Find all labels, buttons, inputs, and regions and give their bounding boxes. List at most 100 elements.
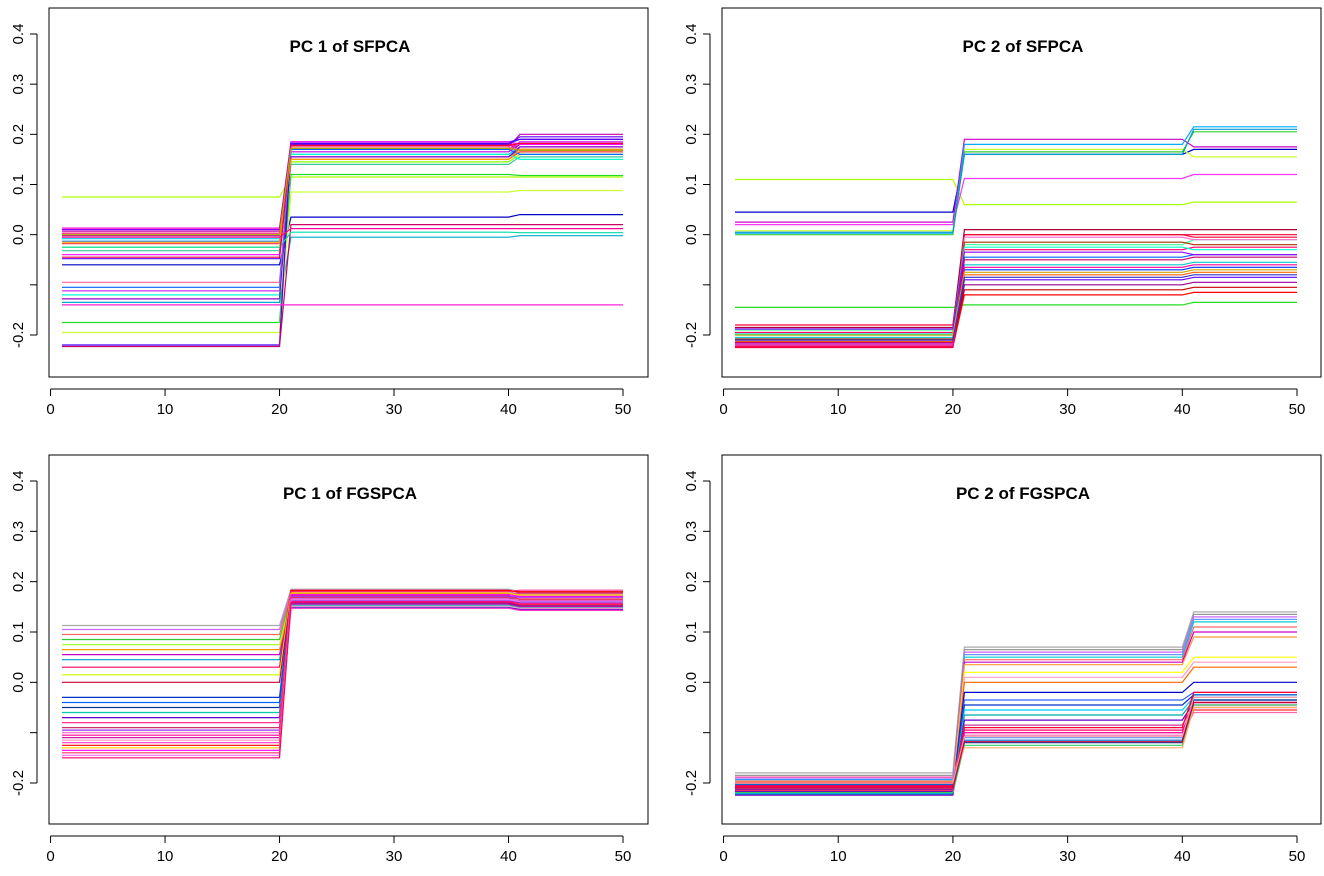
y-tick-label: 0.1	[683, 622, 700, 643]
y-tick-label: 0.1	[683, 174, 700, 195]
series-line	[735, 666, 1297, 792]
x-tick-label: 0	[46, 848, 54, 865]
series-line	[735, 173, 1297, 226]
panel-title: PC 1 of SFPCA	[290, 37, 411, 56]
x-tick-label: 50	[615, 848, 632, 865]
y-tick-label: 0.0	[683, 224, 700, 245]
y-tick-label: -0.2	[10, 770, 27, 796]
x-tick-label: 40	[500, 401, 517, 418]
series-line	[735, 229, 1297, 329]
series-group	[735, 126, 1297, 349]
panel-pc1-sfpca: PC 1 of SFPCA 0 10 20 30 40 50 -0.2 0.0 0.1 0.2 0.…	[10, 7, 649, 418]
series-line	[735, 704, 1297, 794]
series-line	[62, 138, 623, 231]
series-line	[735, 611, 1297, 774]
series-line	[735, 148, 1297, 232]
series-line	[62, 590, 623, 746]
series-line	[735, 269, 1297, 336]
plot-frame	[721, 7, 1322, 378]
x-tick-label: 30	[1059, 401, 1076, 418]
series-line	[62, 606, 623, 661]
series-line	[735, 706, 1297, 782]
series-line	[735, 251, 1297, 330]
x-tick-label: 20	[271, 848, 288, 865]
x-tick-label: 10	[157, 401, 174, 418]
x-tick-label: 0	[719, 401, 727, 418]
y-tick-label: 0.3	[683, 74, 700, 95]
series-line	[62, 141, 623, 234]
series-line	[735, 236, 1297, 345]
series-line	[62, 148, 623, 243]
series-line	[62, 600, 623, 736]
y-tick-label: 0.2	[10, 571, 27, 592]
series-line	[62, 138, 623, 346]
y-tick-label: 0.2	[683, 571, 700, 592]
x-tick-label: 30	[1059, 848, 1076, 865]
series-line	[62, 224, 623, 348]
series-line	[735, 301, 1297, 308]
series-line	[62, 214, 623, 266]
series-line	[735, 613, 1297, 777]
series-line	[735, 178, 1297, 206]
x-tick-label: 40	[1174, 401, 1191, 418]
plot-frame	[48, 454, 649, 825]
series-line	[735, 616, 1297, 779]
series-line	[62, 148, 623, 288]
y-tick-label: 0.3	[10, 521, 27, 542]
series-line	[735, 261, 1297, 339]
panel-title: PC 1 of FGSPCA	[283, 484, 417, 503]
series-line	[735, 691, 1297, 787]
series-line	[62, 147, 623, 236]
series-line	[62, 598, 623, 734]
x-tick-label: 10	[830, 848, 847, 865]
y-tick-label: 0.1	[10, 174, 27, 195]
x-tick-label: 40	[1174, 848, 1191, 865]
series-line	[62, 599, 623, 704]
y-tick-label: -0.2	[10, 322, 27, 348]
plot-frame	[48, 7, 649, 378]
series-line	[62, 607, 623, 719]
panel-pc2-fgspca: PC 2 of FGSPCA 0 10 20 30 40 50 -0.2 0.0 0.1 0.2 0…	[683, 454, 1322, 865]
x-tick-label: 10	[830, 401, 847, 418]
series-line	[735, 241, 1297, 340]
series-group	[62, 133, 623, 348]
series-line	[62, 148, 623, 242]
series-line	[62, 605, 623, 741]
panel-pc1-fgspca: PC 1 of FGSPCA 0 10 20 30 40 50 -0.2 0.0 0.1 0.2 0…	[10, 454, 649, 865]
series-line	[62, 231, 623, 248]
x-tick-label: 20	[945, 848, 962, 865]
series-line	[62, 173, 623, 324]
y-tick-label: 0.2	[683, 124, 700, 145]
y-tick-label: 0.3	[10, 74, 27, 95]
series-line	[735, 696, 1297, 784]
series-line	[735, 246, 1297, 335]
x-tick-label: 30	[386, 401, 403, 418]
plot-frame	[721, 454, 1322, 825]
panel-pc2-sfpca: PC 2 of SFPCA 0 10 20 30 40 50 -0.2 0.0 0.1 0.2 0.…	[683, 7, 1322, 418]
panel-title: PC 2 of SFPCA	[963, 37, 1084, 56]
series-line	[735, 131, 1297, 236]
series-group	[735, 611, 1297, 796]
x-tick-label: 10	[157, 848, 174, 865]
x-tick-label: 40	[500, 848, 517, 865]
y-tick-label: 0.0	[10, 672, 27, 693]
series-line	[735, 274, 1297, 341]
y-tick-label: -0.2	[683, 770, 700, 796]
series-line	[735, 246, 1297, 334]
series-line	[62, 596, 623, 754]
series-line	[62, 141, 623, 292]
series-line	[735, 271, 1297, 343]
series-line	[735, 264, 1297, 347]
series-line	[62, 599, 623, 756]
x-tick-label: 20	[945, 401, 962, 418]
series-line	[62, 603, 623, 739]
series-line	[735, 701, 1297, 789]
series-line	[62, 141, 623, 256]
series-line	[62, 189, 623, 334]
x-tick-label: 50	[1289, 848, 1306, 865]
series-line	[735, 694, 1297, 786]
series-line	[735, 128, 1297, 233]
series-line	[735, 711, 1297, 778]
y-tick-label: 0.0	[10, 224, 27, 245]
